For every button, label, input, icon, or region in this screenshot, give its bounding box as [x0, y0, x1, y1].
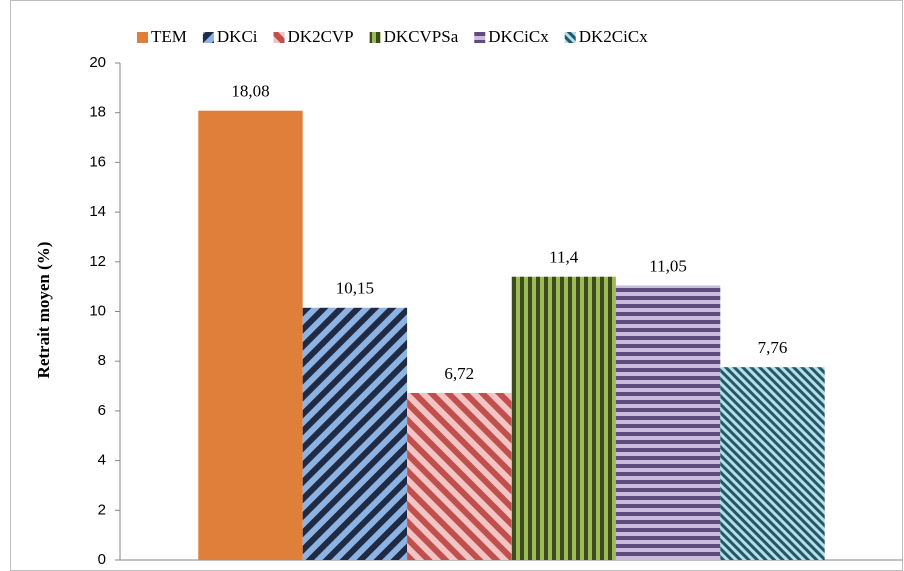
bar [720, 367, 825, 560]
legend-swatch [137, 32, 148, 43]
value-label: 18,08 [231, 82, 269, 101]
y-tick-label: 2 [98, 501, 106, 518]
legend-label: DK2CVP [288, 27, 354, 46]
legend-label: TEM [151, 27, 187, 46]
y-tick-label: 4 [98, 452, 106, 469]
y-tick-label: 8 [98, 352, 106, 369]
bar [407, 393, 512, 560]
y-tick-label: 0 [98, 551, 106, 568]
value-label: 11,4 [549, 248, 579, 267]
value-label: 6,72 [444, 364, 474, 383]
legend-swatch [474, 32, 486, 43]
y-tick-label: 14 [89, 203, 106, 220]
legend-label: DKCiCx [488, 27, 549, 46]
value-label: 10,15 [336, 279, 374, 298]
legend-swatch [564, 32, 576, 43]
y-axis-label: Retrait moyen (%) [34, 242, 53, 379]
bar [511, 276, 616, 560]
value-label: 7,76 [758, 338, 788, 357]
y-tick-label: 16 [89, 153, 106, 170]
bar [615, 285, 721, 560]
legend-label: DKCVPSa [384, 27, 459, 46]
y-tick-label: 12 [89, 253, 106, 270]
legend-swatch [202, 32, 214, 43]
legend-label: DK2CiCx [579, 27, 648, 46]
legend-label: DKCi [217, 27, 258, 46]
legend-swatch [273, 32, 285, 43]
legend-swatch [369, 32, 381, 43]
y-tick-label: 6 [98, 402, 106, 419]
bar [302, 307, 408, 560]
y-tick-label: 18 [89, 104, 106, 121]
y-tick-label: 20 [89, 54, 106, 71]
value-label: 11,05 [649, 256, 687, 275]
bar [198, 110, 303, 560]
y-tick-label: 10 [89, 302, 106, 319]
